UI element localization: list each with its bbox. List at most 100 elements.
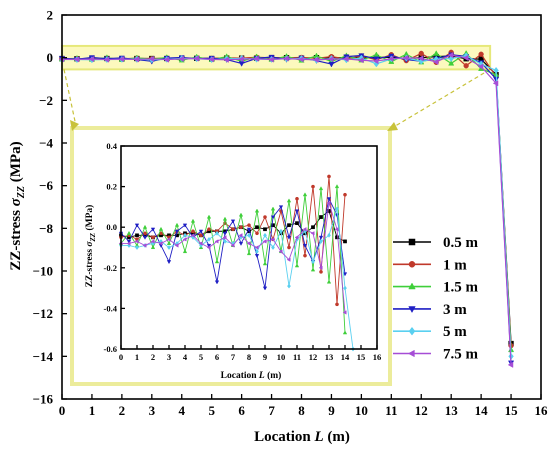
inset-x-tick-label: 2: [151, 352, 155, 362]
main-x-tick-label: 0: [59, 403, 66, 418]
inset-point: [158, 241, 163, 246]
inset-y-tick-label: 0.0: [106, 222, 117, 232]
inset-point: [335, 235, 339, 240]
inset-x-tick-label: 4: [183, 352, 188, 362]
main-point: [462, 54, 469, 61]
legend-entry: 1.5 m: [393, 280, 479, 296]
main-x-label-suffix: (m): [324, 429, 350, 445]
inset-point: [206, 214, 212, 219]
main-point: [283, 55, 289, 62]
inset-y-tick-label: 0.2: [106, 182, 117, 192]
inset-point: [150, 245, 156, 250]
inset-point: [214, 239, 219, 244]
inset-point: [279, 228, 283, 234]
main-x-label-prefix: Location: [254, 429, 314, 445]
inset-point: [310, 231, 315, 236]
main-point: [163, 56, 169, 63]
main-point: [448, 60, 455, 66]
inset-point: [342, 310, 347, 315]
inset-point: [174, 229, 180, 234]
main-point: [418, 50, 424, 57]
inset-x-tick-label: 11: [293, 352, 301, 362]
inset-point: [215, 230, 219, 236]
main-point: [343, 55, 349, 63]
connector-line-right: [391, 68, 491, 129]
inset-point: [311, 184, 315, 189]
main-x-tick-label: 2: [119, 403, 126, 418]
inset-point: [294, 263, 300, 268]
legend-label: 1.5 m: [443, 280, 479, 296]
main-point: [253, 55, 259, 62]
inset-point: [135, 245, 139, 250]
legend-entry: 3 m: [393, 302, 467, 318]
inset-y-tick-label: -0.4: [104, 303, 118, 313]
inset-point: [270, 237, 275, 242]
main-x-tick-label: 14: [475, 403, 489, 418]
inset-point: [142, 243, 147, 248]
legend-marker: [408, 326, 416, 336]
inset-point: [318, 186, 324, 191]
main-x-tick-label: 7: [268, 403, 275, 418]
inset-x-label-suffix: (m): [265, 370, 282, 381]
main-y-tick-label: −14: [33, 349, 54, 364]
main-point: [73, 56, 80, 63]
inset-point: [175, 233, 179, 238]
main-x-tick-label: 15: [505, 403, 519, 418]
inset-point: [263, 232, 267, 238]
main-point: [118, 56, 125, 63]
inset-point: [343, 239, 347, 244]
main-point: [432, 58, 439, 65]
inset-point: [342, 330, 348, 335]
inset-point: [190, 218, 196, 223]
legend-entry: 1 m: [393, 257, 467, 273]
inset-point: [270, 206, 276, 211]
inset-point: [318, 235, 324, 240]
inset-point: [207, 236, 211, 242]
inset-point: [174, 243, 179, 248]
main-point: [493, 66, 499, 74]
inset-x-tick-label: 3: [167, 352, 171, 362]
inset-x-label-var: L: [258, 371, 265, 381]
inset-point: [150, 227, 156, 232]
inset-point: [310, 267, 316, 272]
inset-point: [334, 184, 340, 189]
inset-point: [246, 227, 252, 232]
main-point: [328, 56, 334, 63]
inset-point: [326, 197, 332, 202]
inset-point: [182, 249, 188, 254]
inset-point: [326, 200, 331, 206]
main-axes: 0 1 2 3 4 5 6 7 8 9 10 11 12 13 14 15 1620−2−4−6−8−10−12…: [33, 8, 548, 419]
main-y-label-sub: ZZ: [16, 186, 27, 199]
inset-y-label-suffix: (MPa): [84, 205, 95, 233]
legend-entry: 5 m: [393, 324, 467, 340]
inset-point: [239, 225, 243, 230]
inset-y-label-var: σ: [85, 241, 95, 247]
inset-point: [207, 227, 211, 232]
inset-point: [254, 254, 260, 259]
main-point: [298, 56, 304, 63]
main-point: [478, 51, 484, 57]
connector-arrow-left: [70, 120, 79, 131]
inset-point: [335, 206, 339, 212]
inset-point: [302, 227, 307, 232]
inset-point: [126, 230, 132, 235]
inset-point: [319, 238, 323, 244]
inset-point: [231, 227, 235, 232]
main-point: [313, 56, 319, 63]
inset-point: [238, 233, 243, 238]
inset-point: [214, 259, 220, 264]
inset-point: [254, 208, 260, 213]
inset-point: [198, 229, 204, 234]
inset-point: [134, 223, 140, 228]
inset-point: [142, 224, 148, 229]
main-y-tick-label: −6: [39, 178, 53, 193]
inset-point: [286, 235, 292, 240]
main-y-axis-label: ZZ-stress σZZ (MPa): [8, 141, 27, 270]
inset-point: [182, 223, 188, 228]
inset-y-tick-label: 0.4: [106, 141, 117, 151]
inset-point: [295, 221, 299, 225]
inset-point: [206, 245, 211, 250]
main-x-tick-label: 13: [445, 403, 459, 418]
inset-point: [254, 245, 259, 250]
